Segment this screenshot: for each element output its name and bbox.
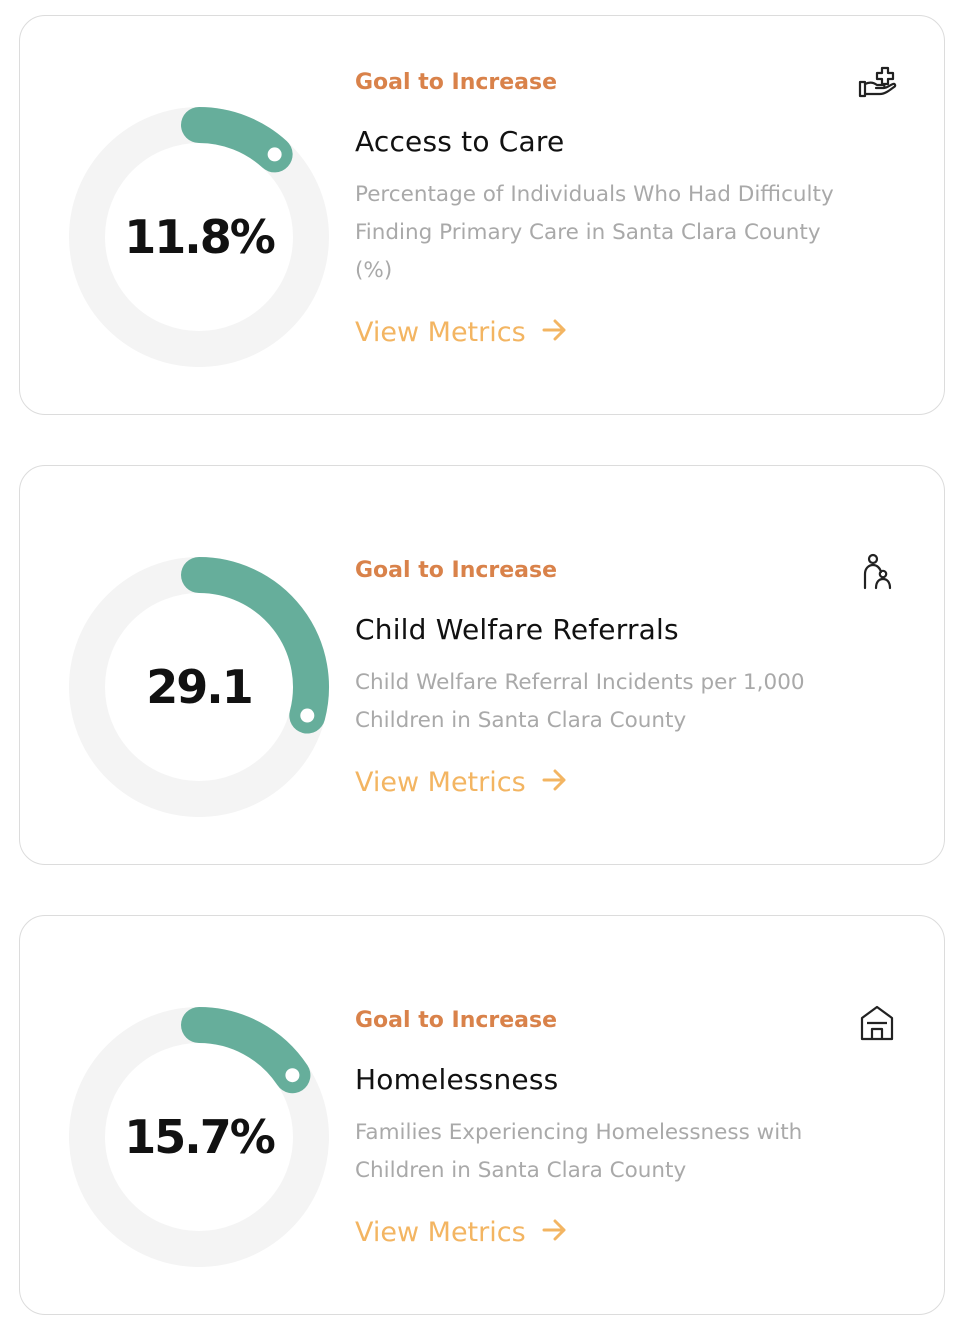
view-metrics-link[interactable]: View Metrics bbox=[355, 312, 568, 352]
metric-title: Homelessness bbox=[355, 1063, 559, 1096]
arrow-right-icon bbox=[542, 767, 568, 798]
metric-title: Child Welfare Referrals bbox=[355, 613, 679, 646]
gauge-end-dot bbox=[285, 1068, 300, 1083]
view-metrics-link[interactable]: View Metrics bbox=[355, 762, 568, 802]
progress-gauge: 11.8% bbox=[68, 106, 330, 368]
metric-title: Access to Care bbox=[355, 125, 565, 158]
metric-text: Goal to Increase Homelessness Families E… bbox=[355, 1006, 875, 1252]
view-metrics-label: View Metrics bbox=[355, 316, 526, 348]
gauge-end-dot bbox=[300, 708, 315, 723]
gauge-ring bbox=[69, 1007, 329, 1267]
metric-card-child-welfare-referrals: 29.1 Goal to Increase Child Welfare Refe… bbox=[19, 465, 945, 865]
gauge-ring bbox=[69, 107, 329, 367]
gauge-ring bbox=[69, 557, 329, 817]
goal-label: Goal to Increase bbox=[355, 70, 558, 95]
parent-child-icon bbox=[856, 552, 898, 594]
gauge-fill-arc bbox=[181, 107, 293, 173]
progress-gauge: 29.1 bbox=[68, 556, 330, 818]
house-icon bbox=[856, 1002, 898, 1044]
view-metrics-label: View Metrics bbox=[355, 1216, 526, 1248]
goal-label: Goal to Increase bbox=[355, 1008, 558, 1033]
arrow-right-icon bbox=[542, 1217, 568, 1248]
view-metrics-label: View Metrics bbox=[355, 766, 526, 798]
metric-value: 15.7% bbox=[124, 1110, 276, 1164]
metric-description: Families Experiencing Homelessness with … bbox=[355, 1120, 803, 1183]
metric-card-access-to-care: 11.8% Goal to Increase Access to Care Pe… bbox=[19, 15, 945, 415]
arrow-right-icon bbox=[542, 317, 568, 348]
metric-description: Child Welfare Referral Incidents per 1,0… bbox=[355, 670, 805, 733]
gauge-fill-arc bbox=[181, 557, 329, 734]
metric-text: Goal to Increase Child Welfare Referrals… bbox=[355, 556, 875, 802]
progress-gauge: 15.7% bbox=[68, 1006, 330, 1268]
metric-text: Goal to Increase Access to Care Percenta… bbox=[355, 68, 875, 352]
gauge-fill-arc bbox=[181, 1007, 311, 1094]
metric-card-homelessness: 15.7% Goal to Increase Homelessness Fami… bbox=[19, 915, 945, 1315]
metric-value: 29.1 bbox=[146, 660, 254, 714]
hand-medical-icon bbox=[856, 64, 898, 106]
metric-value: 11.8% bbox=[124, 210, 276, 264]
goal-label: Goal to Increase bbox=[355, 558, 558, 583]
metric-description: Percentage of Individuals Who Had Diffic… bbox=[355, 182, 834, 283]
gauge-end-dot bbox=[267, 147, 282, 162]
view-metrics-link[interactable]: View Metrics bbox=[355, 1212, 568, 1252]
